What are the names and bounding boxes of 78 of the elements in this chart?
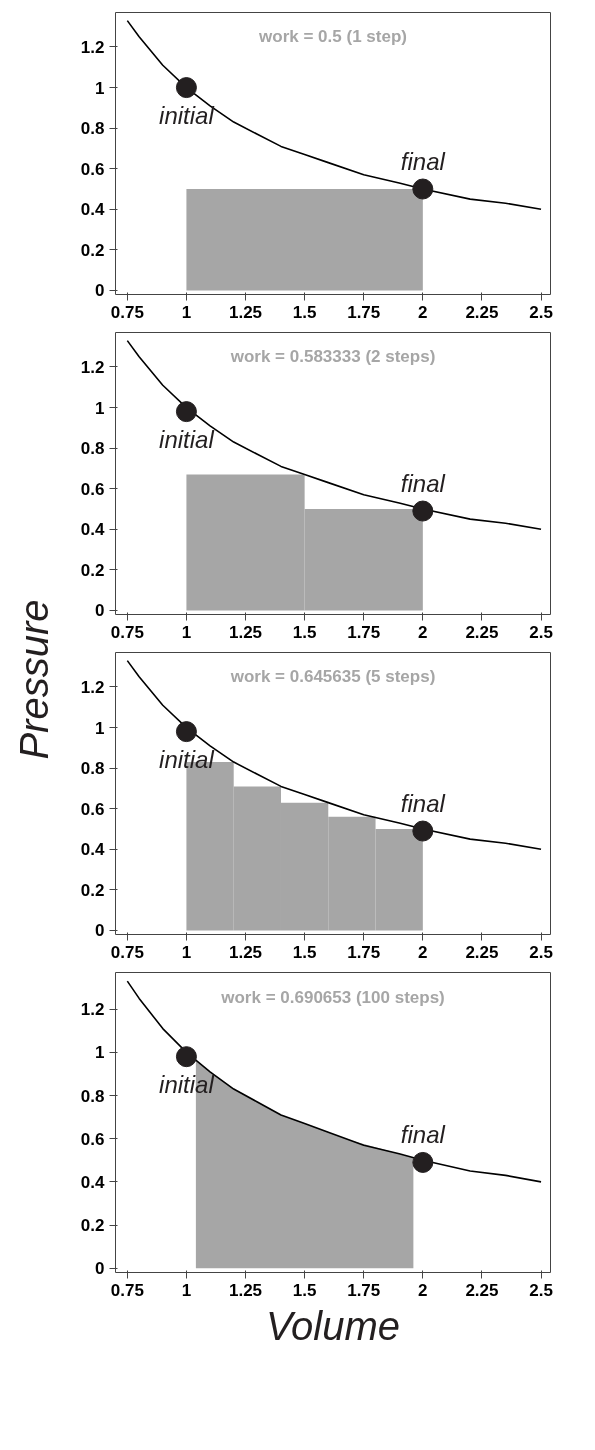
y-tick-label: 0.2 bbox=[80, 240, 105, 260]
y-tick-label: 0.4 bbox=[80, 520, 106, 540]
annotation: initial bbox=[159, 101, 215, 129]
x-tick-label: 1 bbox=[181, 1280, 192, 1300]
x-tick-label: 2.5 bbox=[529, 942, 553, 962]
x-tick-label: 1.25 bbox=[228, 1280, 263, 1300]
x-tick-label: 1.75 bbox=[347, 302, 381, 322]
y-tick-label: 0.4 bbox=[80, 200, 106, 220]
x-tick-label: 2.25 bbox=[465, 942, 499, 962]
y-tick-label: 1.2 bbox=[80, 357, 105, 377]
y-tick-label: 0.8 bbox=[80, 119, 105, 139]
y-tick-label: 0.8 bbox=[80, 759, 105, 779]
x-tick-label: 1.75 bbox=[347, 942, 381, 962]
x-tick-label: 1.25 bbox=[228, 622, 263, 642]
x-tick-label: 0.75 bbox=[110, 622, 144, 642]
x-tick-label: 1.25 bbox=[228, 302, 263, 322]
annotation: final bbox=[400, 470, 446, 498]
y-tick-label: 1 bbox=[95, 718, 105, 738]
y-tick-label: 0.6 bbox=[80, 1129, 105, 1149]
y-tick-label: 0.2 bbox=[80, 1216, 105, 1236]
x-tick-label: 0.75 bbox=[110, 302, 144, 322]
x-axis-title: Volume bbox=[265, 1303, 401, 1348]
text: work = 0.645635 (5 steps) bbox=[229, 666, 436, 686]
annotation: final bbox=[400, 790, 446, 818]
y-tick-label: 0.8 bbox=[80, 439, 105, 459]
text: work = 0.5 (1 step) bbox=[258, 26, 407, 46]
y-axis-title: Pressure bbox=[11, 599, 58, 761]
x-tick-label: 1.5 bbox=[292, 302, 317, 322]
x-tick-label: 1.5 bbox=[292, 1280, 317, 1300]
x-tick-label: 2.5 bbox=[529, 1280, 553, 1300]
y-tick-label: 0 bbox=[95, 281, 105, 301]
annotation: final bbox=[400, 148, 446, 175]
x-tick-label: 1.5 bbox=[292, 622, 317, 642]
x-tick-label: 1 bbox=[181, 942, 192, 962]
x-tick-label: 2 bbox=[418, 622, 428, 642]
x-tick-label: 1 bbox=[181, 302, 192, 322]
x-tick-label: 2.25 bbox=[465, 622, 499, 642]
x-tick-label: 2 bbox=[418, 942, 428, 962]
x-tick-label: 2 bbox=[418, 1280, 428, 1300]
line-series bbox=[126, 19, 542, 211]
x-tick-label: 2.5 bbox=[529, 622, 553, 642]
text: work = 0.583333 (2 steps) bbox=[229, 346, 436, 366]
y-tick-label: 1.2 bbox=[80, 677, 105, 697]
line-series bbox=[126, 980, 542, 1183]
y-tick-label: 1 bbox=[95, 78, 105, 98]
y-tick-label: 0.6 bbox=[80, 159, 105, 179]
x-tick-label: 1.5 bbox=[292, 942, 317, 962]
y-tick-label: 0.2 bbox=[80, 560, 105, 580]
x-tick-label: 1 bbox=[181, 622, 192, 642]
x-tick-label: 1.75 bbox=[347, 622, 381, 642]
y-tick-label: 0.6 bbox=[80, 479, 105, 499]
y-tick-label: 0.4 bbox=[80, 840, 106, 860]
line-series bbox=[126, 339, 542, 531]
x-tick-label: 0.75 bbox=[110, 1280, 144, 1300]
y-tick-label: 0.8 bbox=[80, 1086, 105, 1106]
annotation: final bbox=[400, 1121, 446, 1149]
y-tick-label: 1 bbox=[95, 398, 105, 418]
x-tick-label: 2.25 bbox=[465, 1280, 499, 1300]
x-tick-label: 2.5 bbox=[529, 302, 553, 322]
annotation: initial bbox=[159, 425, 215, 453]
annotation: initial bbox=[159, 745, 215, 773]
y-tick-label: 1.2 bbox=[80, 37, 105, 57]
line-series bbox=[126, 659, 542, 851]
y-tick-label: 1 bbox=[95, 1043, 105, 1063]
annotation: initial bbox=[159, 1070, 215, 1098]
y-tick-label: 0.6 bbox=[80, 799, 105, 819]
x-tick-label: 2.25 bbox=[465, 302, 499, 322]
x-tick-label: 2 bbox=[418, 302, 428, 322]
y-tick-label: 1.2 bbox=[80, 1000, 105, 1020]
y-tick-label: 0 bbox=[95, 1259, 105, 1279]
text: work = 0.690653 (100 steps) bbox=[220, 987, 445, 1007]
y-tick-label: 0.4 bbox=[80, 1172, 106, 1192]
x-tick-label: 1.25 bbox=[228, 942, 263, 962]
x-tick-label: 1.75 bbox=[347, 1280, 381, 1300]
y-tick-label: 0 bbox=[95, 921, 105, 941]
x-tick-label: 0.75 bbox=[110, 942, 144, 962]
y-tick-label: 0.2 bbox=[80, 880, 105, 900]
y-tick-label: 0 bbox=[95, 601, 105, 621]
